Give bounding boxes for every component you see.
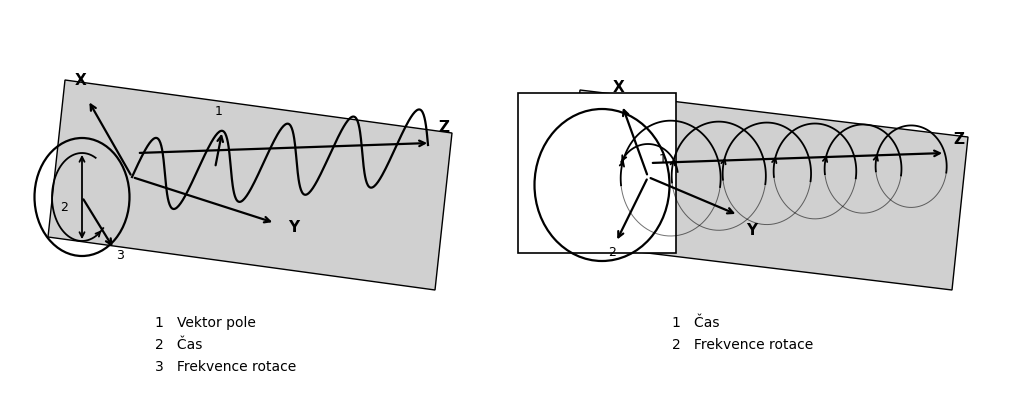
Text: 1   Vektor pole: 1 Vektor pole: [155, 316, 256, 330]
Text: 1   Čas: 1 Čas: [672, 316, 720, 330]
Polygon shape: [48, 80, 452, 290]
Bar: [518, 93, 676, 253]
Text: Y: Y: [288, 220, 299, 235]
Text: 1: 1: [659, 152, 667, 166]
Text: X: X: [75, 73, 87, 88]
Text: 3   Frekvence rotace: 3 Frekvence rotace: [155, 360, 296, 374]
Text: 2   Frekvence rotace: 2 Frekvence rotace: [672, 338, 813, 352]
Text: Z: Z: [953, 132, 964, 147]
Text: Z: Z: [438, 120, 449, 135]
Text: 2: 2: [60, 201, 68, 214]
Text: 2   Čas: 2 Čas: [155, 338, 203, 352]
Text: 1: 1: [214, 105, 222, 118]
Polygon shape: [565, 90, 968, 290]
Text: 3: 3: [116, 248, 124, 261]
Text: X: X: [613, 80, 625, 95]
Text: 2: 2: [608, 246, 616, 258]
Text: Y: Y: [746, 223, 757, 238]
